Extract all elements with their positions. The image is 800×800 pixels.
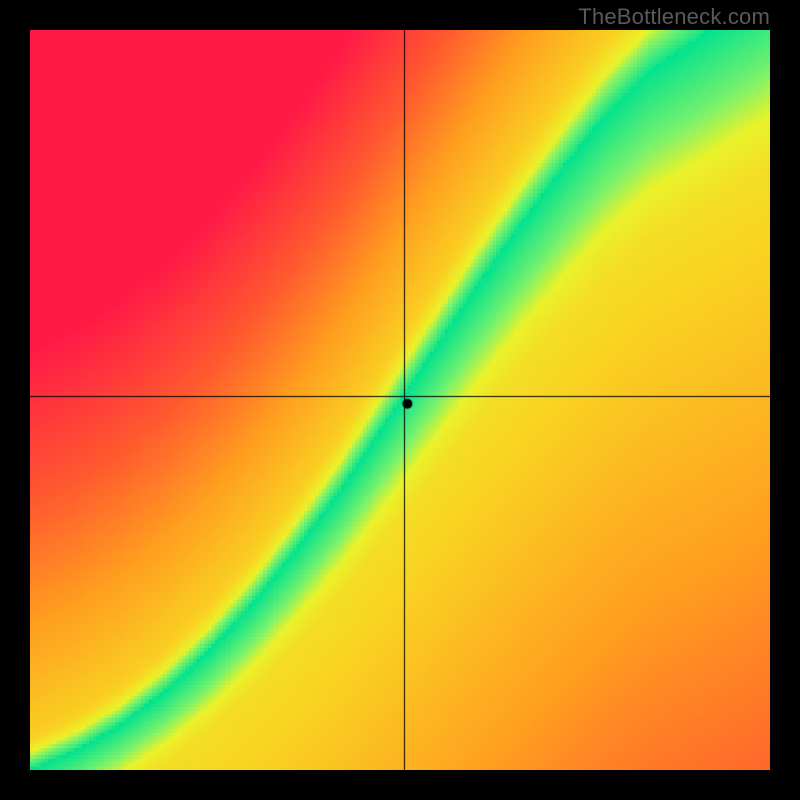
watermark-text: TheBottleneck.com — [578, 4, 770, 30]
crosshair-overlay — [30, 30, 770, 770]
root-container: TheBottleneck.com — [0, 0, 800, 800]
